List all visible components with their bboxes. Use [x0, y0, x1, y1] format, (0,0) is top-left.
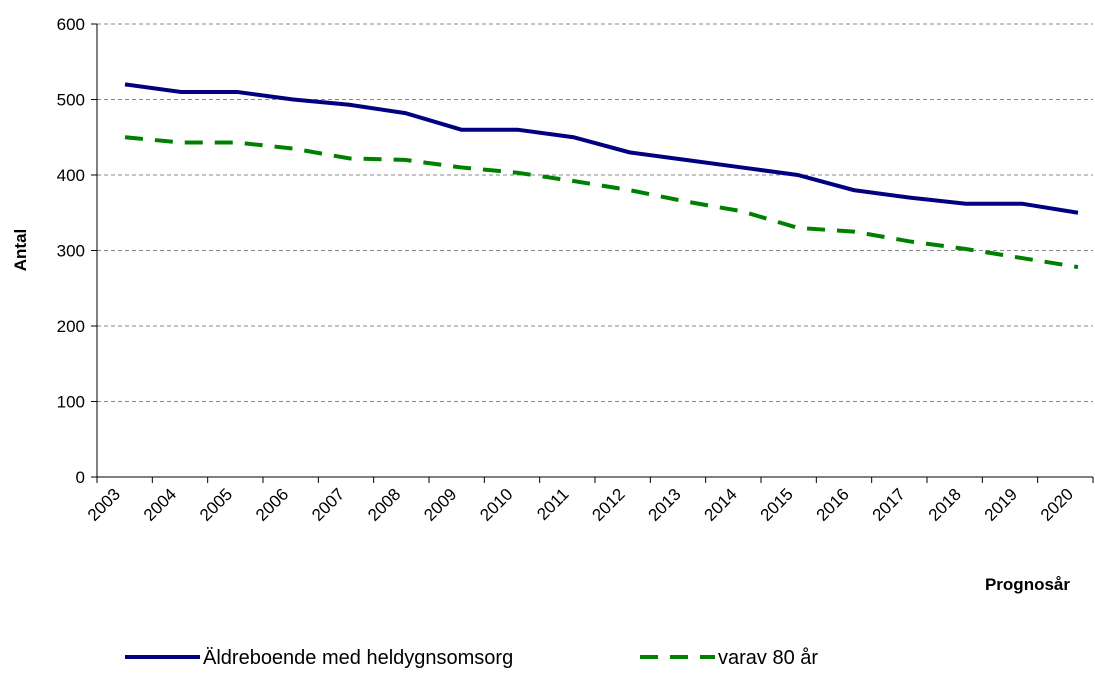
- y-tick-label: 100: [57, 393, 85, 412]
- x-axis-title: Prognosår: [985, 575, 1070, 594]
- x-tick-label: 2005: [196, 485, 236, 525]
- x-tick-label: 2014: [701, 485, 741, 525]
- y-axis-title: Antal: [11, 229, 30, 272]
- x-tick-label: 2016: [813, 485, 853, 525]
- x-tick-label: 2011: [533, 485, 572, 524]
- x-tick-label: 2010: [476, 485, 516, 525]
- y-tick-label: 400: [57, 166, 85, 185]
- data-line: [124, 135, 1079, 270]
- x-tick-label: 2003: [84, 485, 124, 525]
- x-tick-label: 2015: [757, 485, 797, 525]
- y-tick-label: 300: [57, 242, 85, 261]
- legend-label: Äldreboende med heldygnsomsorg: [203, 647, 513, 669]
- x-tick-label: 2020: [1037, 485, 1077, 525]
- y-tick-label: 0: [76, 468, 85, 487]
- x-tick-label: 2004: [140, 485, 180, 525]
- x-tick-label: 2013: [644, 485, 684, 525]
- y-tick-label: 600: [57, 15, 85, 34]
- legend-label: varav 80 år: [718, 647, 818, 669]
- x-tick-label: 2018: [925, 485, 965, 525]
- x-tick-label: 2019: [981, 485, 1021, 525]
- y-tick-label: 500: [57, 91, 85, 110]
- data-line: [124, 82, 1079, 215]
- x-tick-label: 2008: [364, 485, 404, 525]
- x-tick-label: 2009: [420, 485, 460, 525]
- x-tick-label: 2017: [869, 485, 909, 525]
- x-tick-label: 2007: [308, 485, 348, 525]
- y-tick-label: 200: [57, 317, 85, 336]
- x-tick-label: 2006: [252, 485, 292, 525]
- x-tick-label: 2012: [588, 485, 628, 525]
